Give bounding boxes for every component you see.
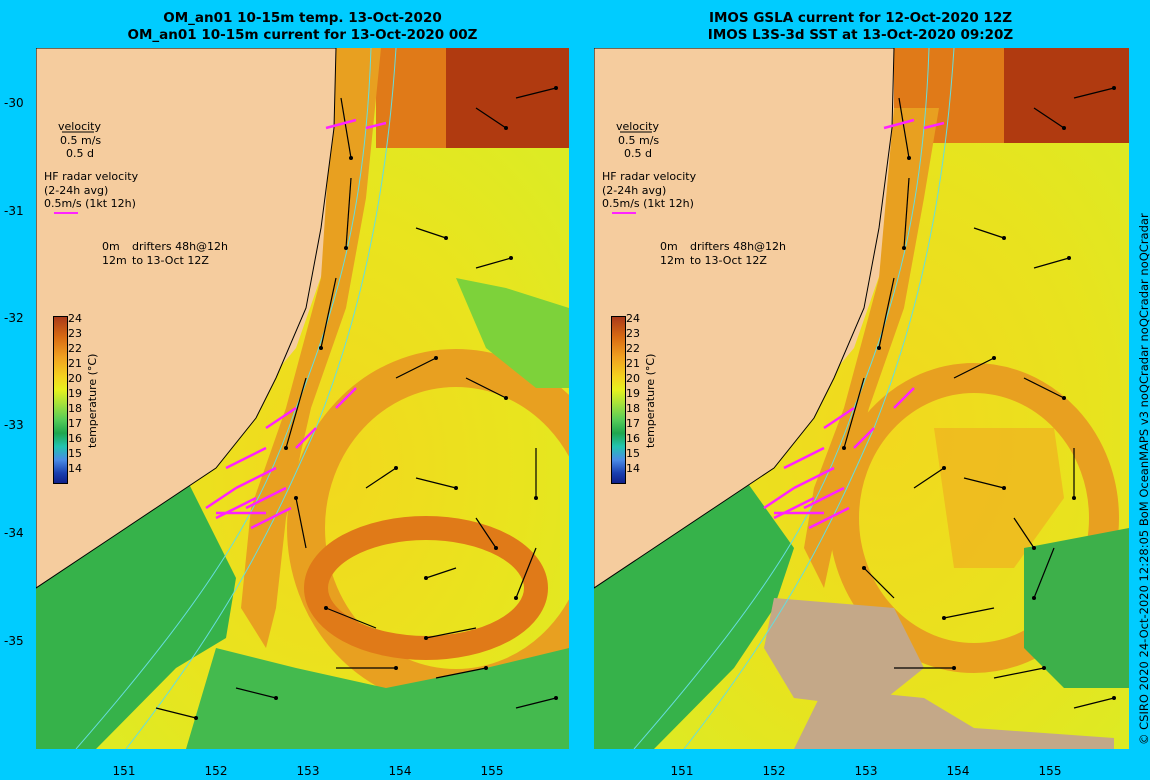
hf-radar-legend-scale: 0.5m/s (1kt 12h) <box>602 197 694 210</box>
drifter-12m-label: 12m <box>102 254 127 267</box>
hf-radar-arrows <box>763 118 945 530</box>
colorbar-title: temperature (°C) <box>86 353 99 448</box>
cloud-mask-no-data-south <box>794 688 1114 749</box>
colorbar-label: 16 <box>626 432 640 445</box>
velocity-legend-scale: 0.5 m/s <box>60 134 102 147</box>
colorbar-label: 19 <box>68 387 82 400</box>
hf-radar-legend-title: HF radar velocity <box>602 170 697 183</box>
colorbar-label: 23 <box>626 327 640 340</box>
left-title-line1: OM_an01 10-15m temp. 13-Oct-2020 <box>163 10 442 26</box>
velocity-legend-arrow <box>62 131 94 133</box>
colorbar-label: 24 <box>626 312 640 325</box>
colorbar-label: 16 <box>68 432 82 445</box>
y-tick-label: -34 <box>4 526 24 540</box>
x-tick-label: 153 <box>854 764 878 778</box>
arrow-heads <box>842 86 1116 700</box>
cool-southern-water <box>1024 528 1129 688</box>
warm-water-north-edge <box>376 48 446 148</box>
x-tick-label: 155 <box>480 764 504 778</box>
temperature-colorbar <box>611 316 626 484</box>
colorbar-label: 14 <box>626 462 640 475</box>
warm-core-eddy-interior <box>934 428 1064 568</box>
y-tick-label: -33 <box>4 418 24 432</box>
warm-water-north <box>436 48 569 148</box>
colorbar-label: 21 <box>626 357 640 370</box>
colorbar-label: 21 <box>68 357 82 370</box>
colorbar-label: 22 <box>626 342 640 355</box>
drifters-legend-date: to 13-Oct 12Z <box>132 254 209 267</box>
y-tick-label: -32 <box>4 311 24 325</box>
y-tick-label: -35 <box>4 634 24 648</box>
arrow-heads <box>194 86 558 720</box>
hf-radar-legend-arrow <box>612 212 636 214</box>
land-coastline <box>36 48 337 589</box>
colorbar-label: 22 <box>68 342 82 355</box>
cool-southern-water <box>186 648 569 749</box>
colorbar-label: 20 <box>626 372 640 385</box>
warm-core-eddy-ring <box>829 363 1119 673</box>
copyright-credit: © CSIRO 2020 24-Oct-2020 12:28:05 BoM Oc… <box>1137 213 1150 745</box>
velocity-legend-title: velocity <box>616 120 659 133</box>
velocity-arrows <box>155 87 557 719</box>
velocity-legend-scale: 0.5 m/s <box>618 134 660 147</box>
cloud-mask-no-data <box>764 598 924 708</box>
hf-radar-legend-scale: 0.5m/s (1kt 12h) <box>44 197 136 210</box>
land-coastline <box>594 48 895 589</box>
velocity-legend-arrow <box>620 131 652 133</box>
hf-radar-legend-avg: (2-24h avg) <box>44 184 109 197</box>
warm-water-north <box>994 48 1129 143</box>
east-australian-current <box>241 48 381 648</box>
y-tick-label: -31 <box>4 204 24 218</box>
colorbar-label: 14 <box>68 462 82 475</box>
x-tick-label: 154 <box>946 764 970 778</box>
colorbar-label: 18 <box>68 402 82 415</box>
colorbar-label: 24 <box>68 312 82 325</box>
right-map-svg <box>594 48 1129 749</box>
colorbar-title: temperature (°C) <box>644 353 657 448</box>
velocity-arrows <box>843 87 1115 709</box>
drifter-0m-label: 0m <box>660 240 678 253</box>
colorbar-label: 15 <box>626 447 640 460</box>
colorbar-label: 20 <box>68 372 82 385</box>
y-tick-label: -30 <box>4 96 24 110</box>
x-tick-label: 155 <box>1038 764 1062 778</box>
colorbar-label: 23 <box>68 327 82 340</box>
hf-radar-arrows <box>205 118 387 530</box>
colorbar-label: 19 <box>626 387 640 400</box>
drifters-legend-text: drifters 48h@12h <box>690 240 787 253</box>
colorbar-label: 17 <box>626 417 640 430</box>
right-title-line1: IMOS GSLA current for 12-Oct-2020 12Z <box>708 10 1013 26</box>
velocity-legend-time: 0.5 d <box>624 147 652 160</box>
x-tick-label: 154 <box>388 764 412 778</box>
warm-core-eddy-inner <box>304 516 548 660</box>
hf-radar-legend-avg: (2-24h avg) <box>602 184 667 197</box>
right-panel-title: IMOS GSLA current for 12-Oct-2020 12Z IM… <box>593 10 1128 44</box>
right-title-line2: IMOS L3S-3d SST at 13-Oct-2020 09:20Z <box>707 27 1014 43</box>
x-tick-label: 153 <box>296 764 320 778</box>
drifter-0m-label: 0m <box>102 240 120 253</box>
x-tick-label: 151 <box>112 764 136 778</box>
velocity-legend-time: 0.5 d <box>66 147 94 160</box>
x-tick-label: 151 <box>670 764 694 778</box>
colorbar-label: 17 <box>68 417 82 430</box>
x-tick-label: 152 <box>762 764 786 778</box>
green-patch <box>456 278 569 388</box>
right-map-panel: velocity 0.5 m/s 0.5 d HF radar velocity… <box>594 48 1129 749</box>
colorbar-label: 15 <box>68 447 82 460</box>
drifters-legend-text: drifters 48h@12h <box>132 240 229 253</box>
temperature-colorbar <box>53 316 68 484</box>
drifter-12m-label: 12m <box>660 254 685 267</box>
left-title-line2: OM_an01 10-15m current for 13-Oct-2020 0… <box>127 27 478 43</box>
drifters-legend-date: to 13-Oct 12Z <box>690 254 767 267</box>
velocity-legend-title: velocity <box>58 120 101 133</box>
left-map-panel: velocity 0.5 m/s 0.5 d HF radar velocity… <box>36 48 569 749</box>
left-map-svg <box>36 48 569 749</box>
hf-radar-legend-arrow <box>54 212 78 214</box>
left-panel-title: OM_an01 10-15m temp. 13-Oct-2020 OM_an01… <box>36 10 569 44</box>
x-tick-label: 152 <box>204 764 228 778</box>
colorbar-label: 18 <box>626 402 640 415</box>
hf-radar-legend-title: HF radar velocity <box>44 170 139 183</box>
